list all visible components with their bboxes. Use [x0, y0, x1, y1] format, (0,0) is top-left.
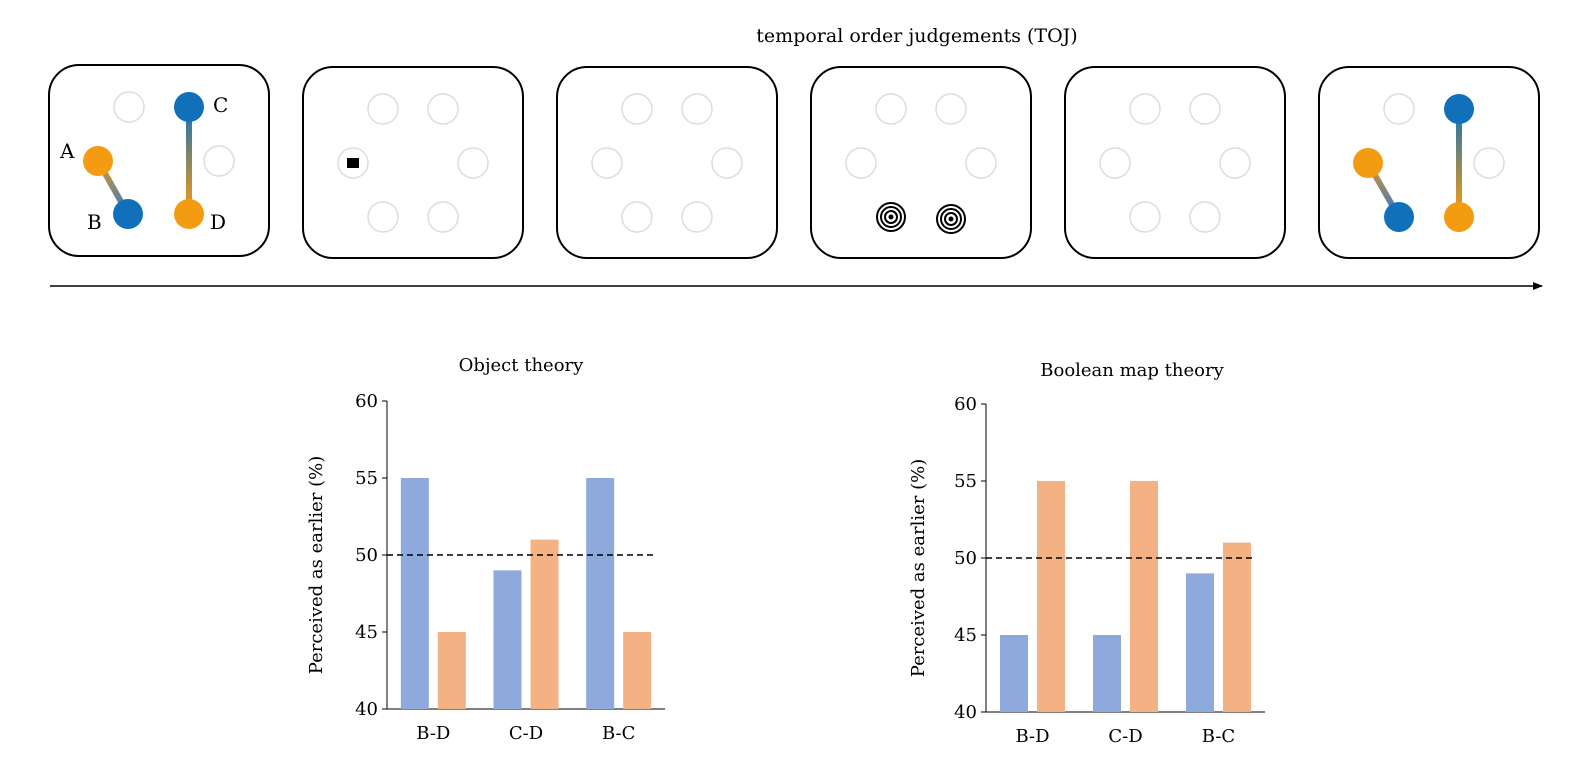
- placeholder-circle: [367, 93, 399, 125]
- point-b: [1384, 202, 1414, 232]
- placeholder-circle: [203, 145, 235, 177]
- x-tick-label: C-D: [509, 723, 543, 744]
- placeholder-circle: [1383, 93, 1415, 125]
- placeholder-circle: [457, 147, 489, 179]
- placeholder-circle: [1129, 93, 1161, 125]
- target-stimulus-right: [936, 204, 966, 234]
- point-c: [174, 92, 204, 122]
- point-a: [83, 146, 113, 176]
- point-d: [174, 199, 204, 229]
- placeholder-circle: [621, 201, 653, 233]
- point-c: [1444, 94, 1474, 124]
- y-axis-label: Perceived as earlier (%): [908, 459, 929, 677]
- placeholder-circle: [1129, 201, 1161, 233]
- label-c: C: [213, 93, 228, 117]
- placeholder-circle: [965, 147, 997, 179]
- bar-b-c-series-2: [1223, 542, 1251, 712]
- x-tick-label: B-D: [416, 723, 450, 744]
- label-a: A: [59, 139, 75, 163]
- y-tick-label: 40: [954, 702, 977, 723]
- frame-5: [1064, 66, 1286, 259]
- placeholder-circle: [621, 93, 653, 125]
- bar-c-d-series-1: [1093, 635, 1121, 712]
- x-tick-label: B-C: [602, 723, 635, 744]
- placeholder-circle: [1219, 147, 1251, 179]
- point-b: [113, 199, 143, 229]
- placeholder-circle: [681, 93, 713, 125]
- y-tick-label: 60: [355, 391, 378, 412]
- x-tick-label: B-D: [1015, 726, 1049, 747]
- frame-3: [556, 66, 778, 259]
- bar-c-d-series-2: [530, 539, 559, 709]
- y-tick-label: 55: [954, 471, 977, 492]
- bar-chart-2: Boolean map theory 40 45 50 55 60 Perceived as…: [908, 360, 1265, 747]
- placeholder-circle: [1189, 201, 1221, 233]
- target-stimulus-left: [876, 202, 906, 232]
- placeholder-circle: [113, 91, 145, 123]
- bar-c-d-series-2: [1130, 481, 1158, 712]
- bar-b-c-series-1: [1186, 573, 1214, 712]
- placeholder-circle: [337, 147, 369, 179]
- point-a: [1353, 148, 1383, 178]
- y-tick-label: 50: [355, 545, 378, 566]
- y-tick-label: 45: [954, 625, 977, 646]
- chart-title: Boolean map theory: [1040, 360, 1224, 381]
- bar-b-d-series-1: [400, 478, 429, 709]
- placeholder-circle: [711, 147, 743, 179]
- y-tick-label: 55: [355, 468, 378, 489]
- placeholder-circle: [427, 201, 459, 233]
- cue-square: [347, 158, 359, 168]
- y-tick-label: 45: [355, 622, 378, 643]
- placeholder-circle: [681, 201, 713, 233]
- bar-c-d-series-1: [493, 570, 522, 709]
- frame-6: [1318, 66, 1540, 259]
- x-tick-label: C-D: [1108, 726, 1142, 747]
- placeholder-circle: [845, 147, 877, 179]
- bar-b-c-series-2: [623, 632, 652, 709]
- placeholder-circle: [1473, 147, 1505, 179]
- bar-b-d-series-2: [1037, 481, 1065, 712]
- placeholder-circle: [1099, 147, 1131, 179]
- y-axis-label: Perceived as earlier (%): [306, 456, 327, 674]
- placeholder-circle: [875, 93, 907, 125]
- y-tick-label: 40: [355, 699, 378, 720]
- bar-chart-1: Object theory 40 45 50 55 60 Perceived as earl…: [306, 355, 665, 744]
- label-d: D: [210, 210, 226, 234]
- bar-b-d-series-2: [437, 632, 466, 709]
- chart-title: Object theory: [459, 355, 584, 376]
- point-d: [1444, 202, 1474, 232]
- placeholder-circle: [367, 201, 399, 233]
- frame-4: [810, 66, 1032, 259]
- y-tick-label: 50: [954, 548, 977, 569]
- frame-2: [302, 66, 524, 259]
- placeholder-circle: [1189, 93, 1221, 125]
- label-b: B: [87, 210, 102, 234]
- placeholder-circle: [591, 147, 623, 179]
- x-tick-label: B-C: [1202, 726, 1235, 747]
- y-tick-label: 60: [954, 394, 977, 415]
- frame-1: A B C D: [48, 64, 270, 257]
- bar-b-c-series-1: [586, 478, 615, 709]
- bar-b-d-series-1: [1000, 635, 1028, 712]
- placeholder-circle: [935, 93, 967, 125]
- placeholder-circle: [427, 93, 459, 125]
- sequence-title: temporal order judgements (TOJ): [756, 25, 1077, 47]
